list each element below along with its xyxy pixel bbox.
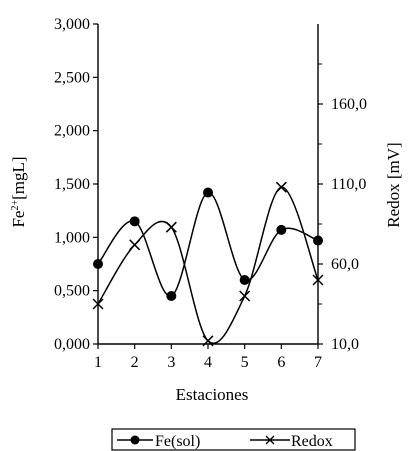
legend-marker-fe bbox=[130, 435, 140, 445]
left-tick-label: 1,500 bbox=[54, 176, 90, 193]
left-tick-label: 2,500 bbox=[54, 69, 90, 86]
right-tick-label: 110,0 bbox=[331, 176, 366, 193]
series-line-fe bbox=[97, 191, 319, 297]
x-tick-label: 5 bbox=[241, 354, 249, 371]
right-tick-label: 60,0 bbox=[331, 256, 359, 273]
x-tick-label: 1 bbox=[94, 354, 102, 371]
x-tick-label: 3 bbox=[167, 354, 175, 371]
data-point-fe bbox=[203, 187, 213, 198]
x-tick-label: 7 bbox=[314, 354, 322, 371]
data-point-redox bbox=[312, 274, 324, 286]
data-point-fe bbox=[166, 291, 177, 301]
x-axis-title: Estaciones bbox=[176, 385, 249, 404]
data-point-redox bbox=[165, 221, 177, 233]
legend-marker-redox bbox=[265, 435, 275, 445]
left-tick-label: 3,000 bbox=[54, 16, 90, 33]
left-axis-title: Fe2+[mgL] bbox=[9, 156, 28, 227]
right-tick-label: 160,0 bbox=[331, 96, 367, 113]
x-tick-label: 4 bbox=[204, 354, 212, 371]
data-point-redox bbox=[275, 181, 287, 193]
right-tick-label: 10,0 bbox=[331, 336, 359, 353]
left-tick-label: 0,000 bbox=[54, 336, 90, 353]
data-point-fe bbox=[93, 259, 103, 269]
data-point-fe bbox=[129, 216, 140, 227]
legend-item-fe: Fe(sol) bbox=[117, 433, 200, 450]
left-tick-label: 1,000 bbox=[54, 229, 90, 246]
data-point-redox bbox=[202, 335, 214, 347]
legend-box bbox=[111, 428, 356, 451]
legend-label-redox: Redox bbox=[291, 433, 333, 450]
data-point-fe bbox=[276, 224, 287, 235]
data-point-redox bbox=[129, 239, 141, 251]
axes bbox=[93, 23, 323, 349]
data-point-redox bbox=[239, 290, 251, 302]
right-axis-title: Redox [mV] bbox=[384, 142, 403, 227]
data-point-fe bbox=[239, 275, 250, 285]
tick-labels: 0,000 0,500 1,000 1,500 2,000 2,500 3,000 10,0 6… bbox=[54, 16, 367, 371]
legend-item-redox: Redox bbox=[250, 433, 333, 450]
left-tick-label: 2,000 bbox=[54, 123, 90, 140]
data-point-redox bbox=[92, 298, 104, 310]
legend: Fe(sol) Redox bbox=[111, 428, 356, 451]
data-point-fe bbox=[313, 235, 323, 246]
left-tick-label: 0,500 bbox=[54, 283, 90, 300]
legend-label-fe: Fe(sol) bbox=[155, 433, 200, 450]
series-line-redox bbox=[97, 186, 319, 344]
x-tick-label: 6 bbox=[277, 354, 285, 371]
x-tick-label: 2 bbox=[131, 354, 139, 371]
series-layer bbox=[92, 181, 324, 347]
